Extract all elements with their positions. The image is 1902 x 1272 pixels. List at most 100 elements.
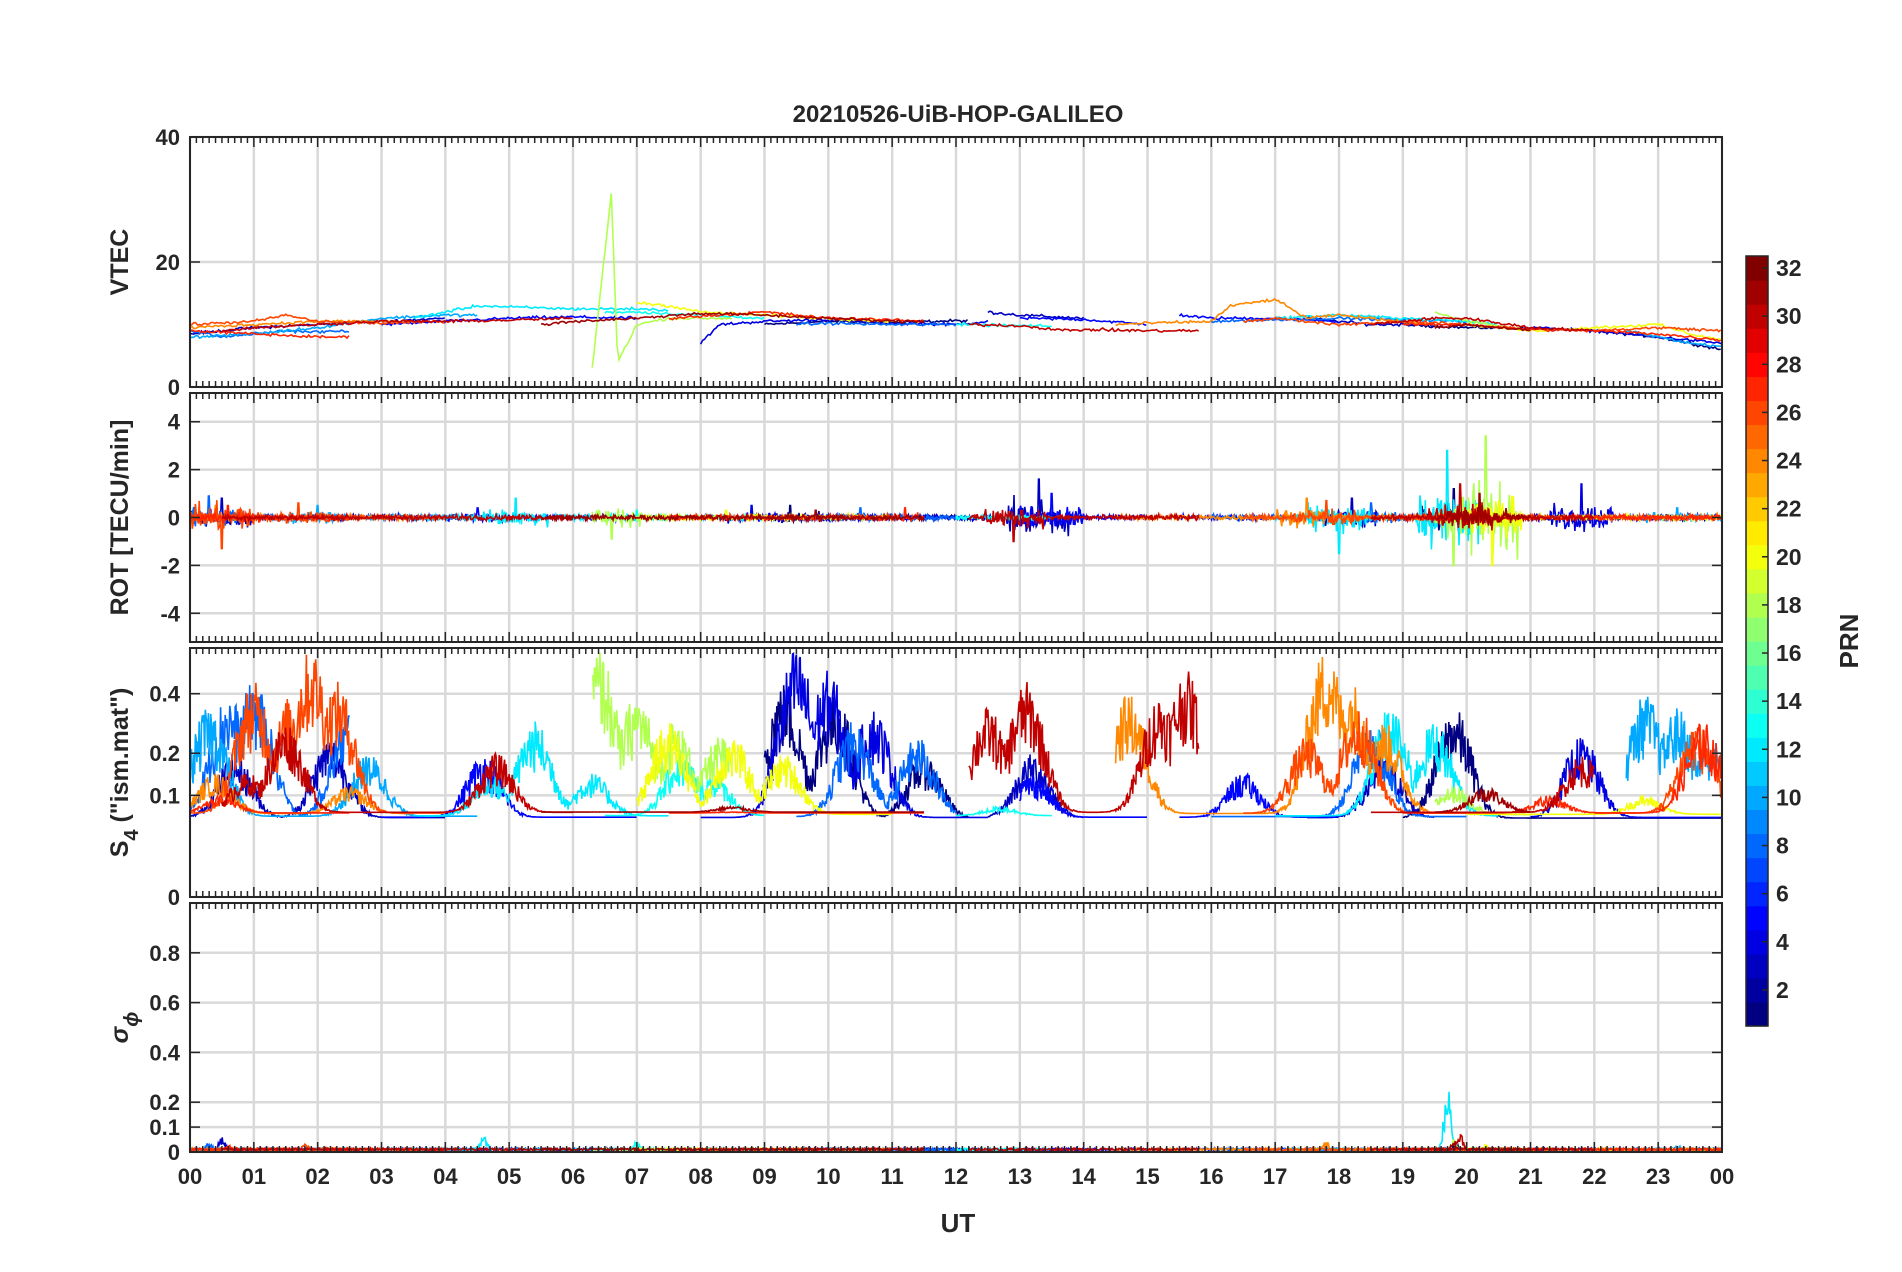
series-prn-31: [540, 311, 1531, 332]
traces: [190, 652, 1722, 819]
x-tick-label: 01: [242, 1164, 266, 1189]
y-axis-label: VTEC: [106, 229, 134, 296]
axes-box: [189, 392, 1723, 643]
y-tick-label: 0: [168, 885, 180, 910]
colorbar-tick-label: 4: [1776, 929, 1789, 955]
colorbar-step: [1746, 352, 1768, 377]
y-tick-label: 20: [156, 250, 180, 275]
y-tick-label: 0: [168, 375, 180, 400]
series-prn-30: [221, 671, 1595, 814]
colorbar-step: [1746, 1001, 1768, 1027]
x-tick-label: 22: [1582, 1164, 1606, 1189]
y-tick-label: 0.1: [149, 1115, 180, 1140]
colorbar-step: [1746, 592, 1768, 618]
colorbar-tick-label: 16: [1776, 640, 1802, 666]
chart-title: 20210526-UiB-HOP-GALILEO: [793, 101, 1124, 128]
y-tick-label: 0.8: [149, 941, 180, 966]
y-tick-label: 0.6: [149, 991, 180, 1016]
x-axis-label: UT: [941, 1208, 976, 1238]
x-tick-label: 16: [1199, 1164, 1223, 1189]
x-tick-label: 03: [369, 1164, 393, 1189]
colorbar-tick-label: 8: [1776, 833, 1789, 859]
x-tick-label: 13: [1008, 1164, 1032, 1189]
x-tick-label: 17: [1263, 1164, 1287, 1189]
x-tick-label: 07: [625, 1164, 649, 1189]
colorbar-step: [1746, 665, 1768, 690]
colorbar-tick-label: 10: [1776, 784, 1802, 810]
colorbar-step: [1746, 929, 1768, 955]
colorbar-step: [1746, 328, 1768, 353]
colorbar-step: [1746, 641, 1768, 666]
colorbar-label: PRN: [1834, 614, 1864, 669]
colorbar-tick-label: 32: [1776, 255, 1802, 281]
y-tick-label: 0.2: [149, 1090, 180, 1115]
colorbar-tick-label: 12: [1776, 736, 1802, 762]
colorbar-tick-label: 14: [1776, 688, 1802, 714]
panel-s4: 0 0.1 0.2 0.4S4 ("ism.mat"): [106, 647, 1724, 910]
y-axis-label: S4 ("ism.mat"): [106, 688, 143, 858]
x-tick-label: 14: [1071, 1164, 1096, 1189]
colorbar-tick-label: 18: [1776, 592, 1802, 618]
colorbar-step: [1746, 448, 1768, 474]
colorbar-step: [1746, 785, 1768, 811]
colorbar-step: [1746, 881, 1768, 907]
x-tick-label: 00: [1710, 1164, 1734, 1189]
x-tick-label: 21: [1518, 1164, 1542, 1189]
x-tick-label: 18: [1327, 1164, 1351, 1189]
y-axis-label: σϕ: [106, 1012, 143, 1044]
panel-vtec: 0 20 40 VTEC: [106, 125, 1724, 400]
colorbar-step: [1746, 472, 1768, 498]
panel-rot: -4 -2 0 2 4 ROT [TECU/min]: [106, 392, 1724, 643]
y-tick-label: 40: [156, 125, 180, 150]
colorbar-step: [1746, 304, 1768, 329]
x-tick-label: 02: [305, 1164, 329, 1189]
axes-box: [189, 136, 1723, 388]
colorbar-tick-label: 6: [1776, 881, 1789, 907]
x-tick-label: 19: [1391, 1164, 1415, 1189]
colorbar-step: [1746, 544, 1768, 570]
series-prn-4: [700, 652, 1722, 819]
x-tick-label: 10: [816, 1164, 840, 1189]
x-tick-label: 08: [688, 1164, 712, 1189]
y-axis-label: ROT [TECU/min]: [106, 420, 134, 616]
y-tick-label: 0.4: [149, 682, 180, 707]
y-tick-label: 0.1: [149, 783, 180, 808]
colorbar-step: [1746, 737, 1768, 762]
colorbar-tick-label: 22: [1776, 496, 1802, 522]
colorbar-step: [1746, 400, 1768, 426]
axes-box: [189, 647, 1723, 898]
colorbar-step: [1746, 977, 1768, 1003]
x-tick-label: 09: [752, 1164, 776, 1189]
x-tick-label: 12: [944, 1164, 968, 1189]
x-tick-label: 20: [1454, 1164, 1478, 1189]
ticks: [189, 393, 1723, 642]
colorbar-frame: [1745, 255, 1769, 1027]
colorbar-step: [1746, 616, 1768, 642]
y-tick-label: -2: [160, 553, 180, 578]
y-tick-label: 4: [168, 410, 181, 435]
series-prn-31: [540, 492, 1532, 527]
y-tick-label: 2: [168, 458, 180, 483]
colorbar-step: [1746, 256, 1768, 281]
colorbar-step: [1746, 280, 1768, 305]
y-tick-label: -4: [160, 601, 180, 626]
x-tick-label: 15: [1135, 1164, 1159, 1189]
x-tick-label: 05: [497, 1164, 521, 1189]
series-prn-30: [221, 316, 1594, 333]
x-tick-label: 06: [561, 1164, 585, 1189]
colorbar-step: [1746, 713, 1768, 738]
colorbar-step: [1746, 857, 1768, 883]
panel-sigma: 00.10.2 0.4 0.6 0.8 σϕ: [106, 902, 1724, 1165]
series-prn-27: [190, 310, 1722, 343]
series-prn-31: [541, 786, 1531, 813]
x-tick-label: 04: [433, 1164, 458, 1189]
colorbar-step: [1746, 568, 1768, 594]
colorbar-step: [1746, 496, 1768, 522]
x-tick-label: 00: [178, 1164, 202, 1189]
colorbar-tick-label: 2: [1776, 977, 1789, 1003]
y-tick-label: 0.4: [149, 1040, 180, 1065]
colorbar-tick-label: 24: [1776, 448, 1802, 474]
y-tick-label: 0.2: [149, 741, 180, 766]
